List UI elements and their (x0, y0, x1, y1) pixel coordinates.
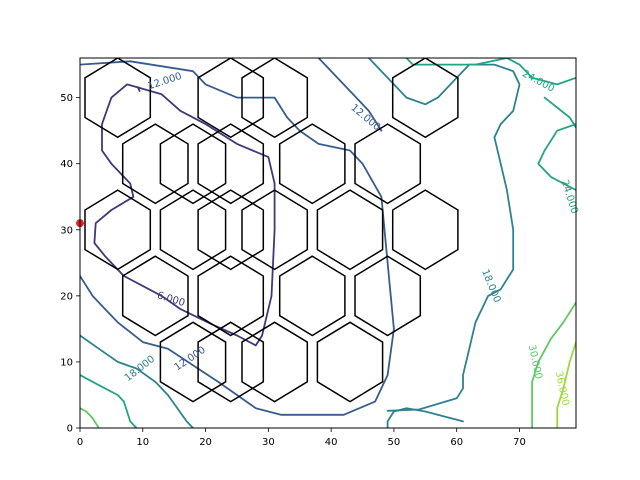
y-tick-label: 10 (60, 357, 73, 368)
contour-line-18-000 (367, 58, 521, 412)
x-tick-label: 10 (136, 437, 149, 448)
contours-layer (80, 58, 576, 428)
contour-line-18-000 (80, 334, 194, 428)
y-tick-label: 20 (60, 291, 73, 302)
hexagon-cell (241, 189, 309, 271)
contour-label: 36.000 (553, 370, 571, 407)
y-tick-label: 0 (67, 424, 73, 435)
hexagon-cell (84, 189, 152, 271)
hexagon-cell (278, 123, 346, 205)
contour-line-24-000 (80, 374, 138, 428)
hexagon-cell (159, 123, 227, 205)
y-tick-label: 30 (60, 225, 73, 236)
hexagon-cell (316, 189, 384, 271)
hexagon-cell (121, 123, 189, 205)
plot-frame (79, 57, 577, 429)
hexagon-cell (391, 189, 459, 271)
y-tick-label: 50 (60, 93, 73, 104)
hexagon-cell (197, 123, 265, 205)
contour-label: 24.000 (520, 68, 556, 94)
contour-line-12-000 (80, 60, 395, 416)
x-tick-label: 60 (450, 437, 463, 448)
contour-label: 12.000 (147, 71, 184, 92)
contour-label: 24.000 (559, 179, 580, 216)
contour-label: 18.000 (479, 268, 502, 305)
x-tick-label: 20 (199, 437, 212, 448)
hexagon-cell (354, 123, 422, 205)
contour-line-6-000 (136, 86, 141, 92)
hexagon-cell (159, 189, 227, 271)
x-tick-label: 30 (262, 437, 275, 448)
hexagon-cell (316, 321, 384, 403)
contour-labels-layer: 6.00012.00012.00012.00018.00018.00024.00… (123, 68, 580, 406)
contour-label: 12.000 (173, 345, 208, 374)
x-tick-label: 40 (325, 437, 338, 448)
contour-line-12-000 (317, 58, 383, 132)
contour-label: 30.000 (526, 344, 544, 381)
hexagon-cell (197, 321, 265, 403)
hexagon-cell (159, 321, 227, 403)
y-axis: 0 10 20 30 40 50 (60, 93, 80, 435)
x-axis: 0 10 20 30 40 50 60 70 (77, 428, 526, 448)
x-tick-label: 50 (388, 437, 401, 448)
hexagon-grid (84, 58, 459, 403)
y-tick-label: 40 (60, 159, 73, 170)
x-tick-label: 0 (77, 437, 83, 448)
contour-line-24-000 (537, 123, 576, 192)
contour-line-6-000 (93, 83, 276, 347)
hexagon-cell (354, 255, 422, 337)
hexagon-cell (197, 189, 265, 271)
hexagon-cell (84, 58, 152, 139)
hexagon-cell (391, 58, 459, 139)
hexagon-cell (121, 255, 189, 337)
x-tick-label: 70 (513, 437, 526, 448)
hexagon-cell (197, 58, 265, 139)
contour-line-24-000 (543, 96, 576, 129)
hexagon-cell (197, 255, 265, 337)
contour-line-24-000 (505, 58, 576, 86)
contour-line-24-000 (405, 58, 508, 66)
hexagon-cell (278, 255, 346, 337)
contour-line-30-000 (80, 407, 100, 428)
contour-label: 6.000 (156, 290, 187, 309)
hexagon-cell (241, 58, 309, 139)
contour-line-30-000 (531, 301, 576, 428)
hexagon-cell (241, 321, 309, 403)
contour-line-36-000 (556, 341, 576, 428)
